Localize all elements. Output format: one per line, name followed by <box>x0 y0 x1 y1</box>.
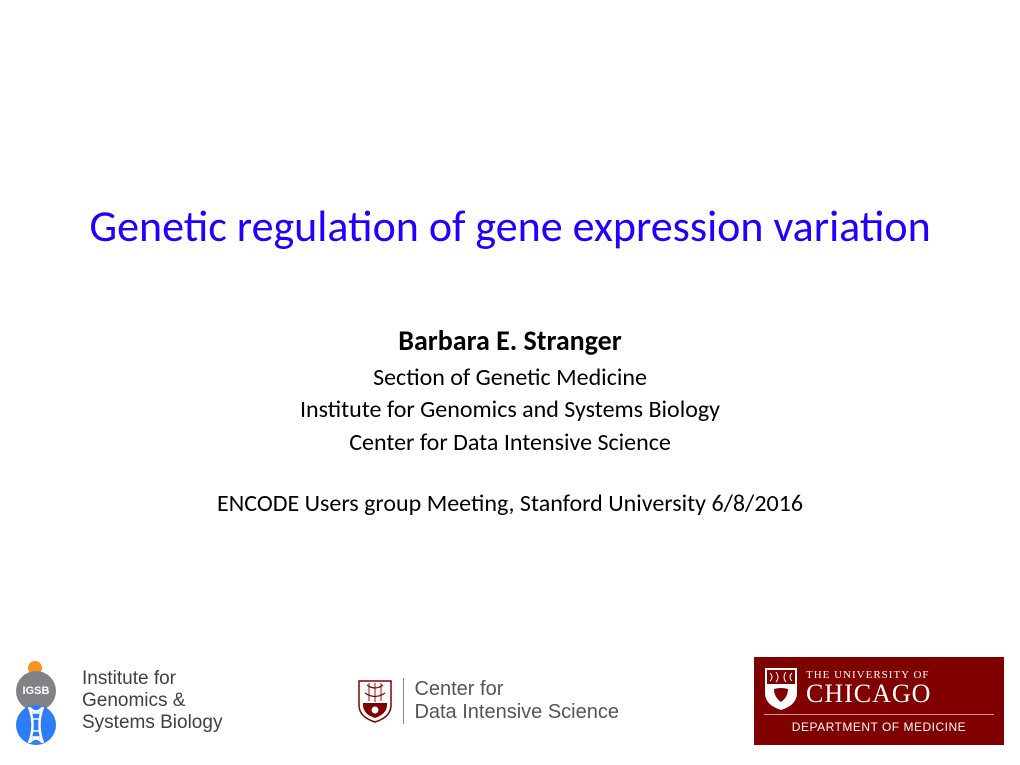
meeting-info: ENCODE Users group Meeting, Stanford Uni… <box>0 489 1020 518</box>
uchicago-top: THE UNIVERSITY OF CHICAGO <box>764 667 994 711</box>
cdis-text-line-2: Data Intensive Science <box>414 701 619 724</box>
logo-cdis: Center for Data Intensive Science <box>357 678 619 724</box>
igsb-badge-text: IGSB <box>23 685 50 697</box>
igsb-text-line-3: Systems Biology <box>82 712 222 734</box>
dna-helix-icon <box>26 707 46 743</box>
affiliation-2: Institute for Genomics and Systems Biolo… <box>0 394 1020 426</box>
slide-title: Genetic regulation of gene expression va… <box>0 200 1020 253</box>
igsb-blue-circle-icon <box>16 705 56 745</box>
cdis-text: Center for Data Intensive Science <box>403 678 619 724</box>
uchicago-big-line: CHICAGO <box>806 681 931 708</box>
igsb-text-line-2: Genomics & <box>82 690 222 712</box>
igsb-text: Institute for Genomics & Systems Biology <box>82 668 222 734</box>
igsb-icon: IGSB <box>16 661 72 741</box>
logo-uchicago: THE UNIVERSITY OF CHICAGO DEPARTMENT OF … <box>754 657 1004 745</box>
author-name: Barbara E. Stranger <box>0 323 1020 358</box>
uchicago-dept: DEPARTMENT OF MEDICINE <box>764 720 994 734</box>
uchicago-shield-icon <box>764 667 798 711</box>
igsb-text-line-1: Institute for <box>82 668 222 690</box>
uchicago-text-block: THE UNIVERSITY OF CHICAGO <box>806 670 931 708</box>
uchicago-divider <box>764 714 994 715</box>
author-block: Barbara E. Stranger Section of Genetic M… <box>0 323 1020 518</box>
slide: Genetic regulation of gene expression va… <box>0 0 1020 765</box>
logos-row: IGSB Institute for Genomics & Systems Bi… <box>0 657 1020 745</box>
affiliation-3: Center for Data Intensive Science <box>0 427 1020 459</box>
logo-igsb: IGSB Institute for Genomics & Systems Bi… <box>16 661 222 741</box>
cdis-text-line-1: Center for <box>414 678 619 701</box>
affiliation-1: Section of Genetic Medicine <box>0 362 1020 394</box>
cdis-shield-icon <box>357 679 393 723</box>
